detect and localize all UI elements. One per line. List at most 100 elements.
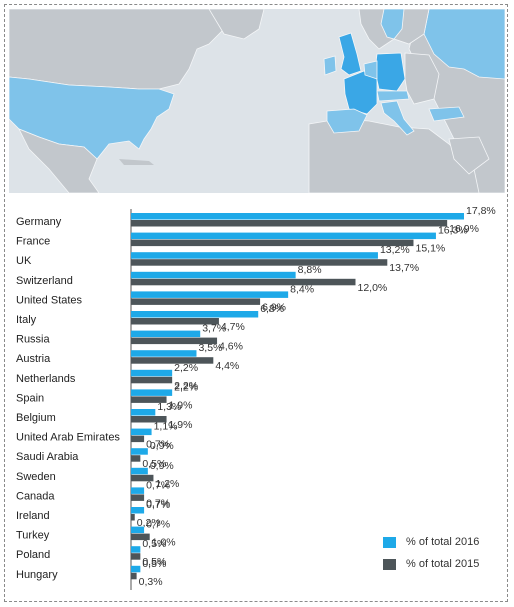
- bar-2015: [131, 259, 388, 266]
- data-label-2016: 2,2%: [174, 381, 198, 393]
- bar-2015: [131, 435, 145, 443]
- map-turkey: [428, 106, 465, 122]
- bar-2015: [131, 318, 219, 325]
- bar-2016: [131, 565, 141, 573]
- category-label: Poland: [16, 549, 50, 561]
- bar-2016: [131, 271, 296, 279]
- category-label: France: [16, 236, 50, 248]
- data-label-2015: 15,1%: [415, 243, 445, 255]
- bar-2016: [131, 507, 145, 514]
- data-label-2016: 0,7%: [146, 479, 170, 491]
- bar-2016: [131, 252, 378, 259]
- bar-2015: [131, 514, 135, 521]
- data-label-2016: 0,5%: [142, 538, 166, 550]
- bar-2015: [131, 278, 356, 286]
- map-ireland: [323, 55, 337, 76]
- bar-2016: [131, 448, 148, 455]
- data-label-2016: 3,5%: [198, 342, 222, 354]
- bar-2016: [131, 526, 145, 534]
- data-label-2015: 4,7%: [221, 321, 245, 333]
- bar-2015: [131, 455, 141, 462]
- category-label: Turkey: [16, 530, 50, 542]
- map-saudi-uae: [448, 136, 490, 175]
- data-label-2016: 0,5%: [142, 558, 166, 570]
- bar-2016: [131, 330, 201, 338]
- category-label: Belgium: [16, 412, 56, 424]
- bar-2016: [131, 369, 173, 377]
- category-label: Netherlands: [16, 373, 76, 385]
- data-label-2015: 12,0%: [357, 282, 387, 294]
- category-label: Austria: [16, 353, 51, 365]
- data-label-2015: 1,0%: [152, 537, 176, 549]
- map-netherlands-belgium: [363, 60, 378, 80]
- data-label-2016: 3,7%: [202, 323, 226, 335]
- map-sweden: [380, 8, 405, 40]
- bar-2015: [131, 533, 150, 541]
- map-germany: [374, 52, 406, 92]
- category-label: Italy: [16, 314, 37, 326]
- map-spain: [326, 108, 368, 134]
- bar-2015: [131, 572, 137, 580]
- legend-label-2015: % of total 2015: [406, 558, 480, 570]
- bar-2015: [131, 376, 173, 384]
- category-label: UK: [16, 255, 32, 267]
- data-label-2016: 8,4%: [290, 283, 314, 295]
- data-label-2015: 1,9%: [169, 399, 193, 411]
- category-label: Saudi Arabia: [16, 451, 79, 463]
- bar-2015: [131, 396, 167, 403]
- data-label-2015: 16,9%: [449, 223, 479, 235]
- data-label-2015: 0,5%: [142, 458, 166, 470]
- bar-2016: [131, 546, 141, 553]
- bar-2016: [131, 232, 436, 240]
- data-label-2016: 1,1%: [154, 421, 178, 433]
- category-label: Canada: [16, 490, 55, 502]
- legend-label-2016: % of total 2016: [406, 536, 480, 548]
- category-label: Ireland: [16, 510, 50, 522]
- category-label: Germany: [16, 216, 62, 228]
- bar-2015: [131, 357, 214, 364]
- data-label-2015: 1,9%: [169, 419, 193, 431]
- data-label-2016: 2,2%: [174, 362, 198, 374]
- category-label: Spain: [16, 392, 44, 404]
- bar-2015: [131, 416, 167, 423]
- data-label-2015: 4,4%: [215, 360, 239, 372]
- data-label-2015: 0,2%: [137, 517, 161, 529]
- data-label-2015: 4,6%: [219, 341, 243, 353]
- bar-2015: [131, 337, 218, 345]
- legend-swatch-2015: [383, 558, 396, 570]
- data-label-2015: 1,2%: [155, 478, 179, 490]
- data-label-2016: 16,3%: [438, 225, 468, 237]
- data-label-2016: 6,8%: [260, 303, 284, 315]
- category-label: Switzerland: [16, 275, 73, 287]
- bar-chart: Germany 17,8% 16,9% France 16,3% 15,1% UK 13,2%…: [0, 205, 514, 600]
- data-label-2016: 1,3%: [157, 401, 181, 413]
- bar-2015: [131, 494, 145, 501]
- map-mexico: [18, 128, 100, 194]
- map-uk: [338, 32, 362, 76]
- data-label-2016: 17,8%: [466, 205, 496, 217]
- data-label-2016: 0,7%: [146, 499, 170, 511]
- bar-2016: [131, 213, 464, 220]
- data-label-2016: 0,9%: [150, 440, 174, 452]
- bar-2016: [131, 350, 197, 357]
- data-label-2016: 8,8%: [298, 264, 322, 276]
- map-switzerland-austria: [376, 90, 410, 102]
- bar-2016: [131, 291, 289, 298]
- chart-frame: [4, 4, 508, 602]
- category-label: Sweden: [16, 471, 56, 483]
- data-label-2015: 0,7%: [146, 497, 170, 509]
- category-label: Hungary: [16, 569, 58, 581]
- category-label: United Arab Emirates: [16, 432, 120, 444]
- map-italy: [380, 100, 415, 136]
- data-label-2016: 13,2%: [380, 244, 410, 256]
- data-label-2015: 13,7%: [389, 262, 419, 274]
- legend-item-2015: % of total 2015: [383, 553, 479, 575]
- bar-2016: [131, 467, 148, 475]
- legend-swatch-2016: [383, 536, 396, 548]
- data-label-2015: 6,9%: [262, 301, 286, 313]
- data-label-2016: 0,7%: [146, 519, 170, 531]
- data-label-2015: 2,2%: [174, 380, 198, 392]
- bar-2015: [131, 298, 261, 305]
- bar-2015: [131, 239, 414, 247]
- legend-item-2016: % of total 2016: [383, 531, 479, 553]
